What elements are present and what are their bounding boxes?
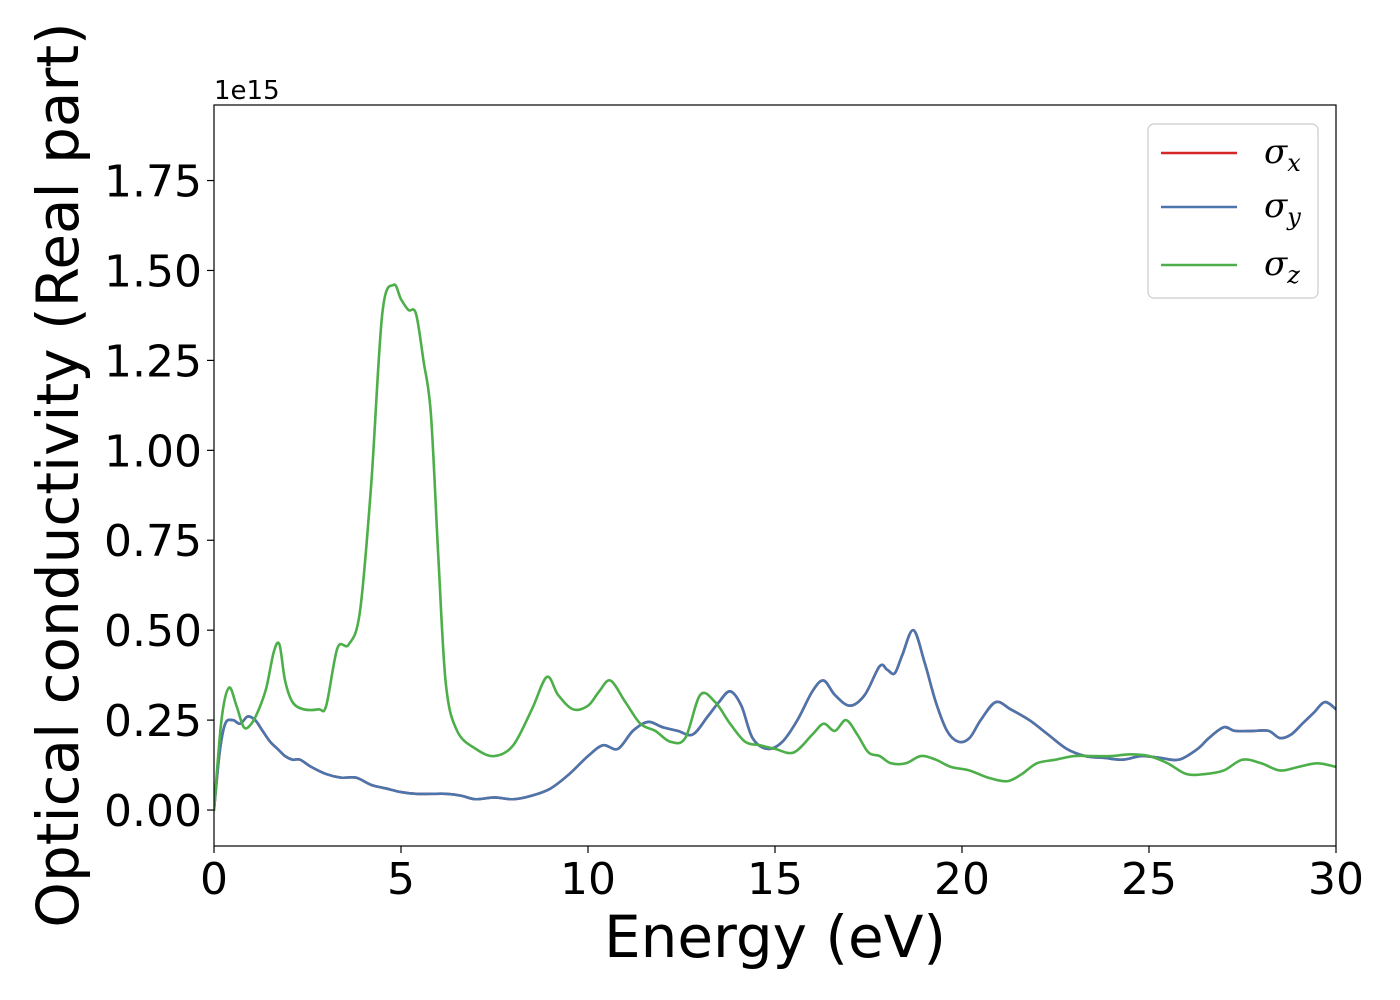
legend-label-symbol: σ bbox=[1264, 132, 1288, 172]
y-tick-label: 1.25 bbox=[104, 336, 202, 387]
legend-label-z: σz bbox=[1264, 244, 1300, 289]
x-tick-label: 30 bbox=[1308, 854, 1364, 905]
x-axis-title: Energy (eV) bbox=[604, 903, 946, 971]
x-axis: 0 5 10 15 20 25 30 bbox=[200, 846, 1364, 905]
x-tick-label: 5 bbox=[387, 854, 415, 905]
legend-label-y: σy bbox=[1264, 186, 1301, 231]
y-axis: 0.00 0.25 0.50 0.75 1.00 1.25 1.50 1.75 bbox=[104, 157, 214, 837]
legend-label-subscript: x bbox=[1287, 149, 1301, 177]
y-tick-label: 0.00 bbox=[104, 786, 202, 837]
y-tick-label: 1.00 bbox=[104, 426, 202, 477]
legend-label-symbol: σ bbox=[1264, 244, 1288, 284]
x-tick-label: 0 bbox=[200, 854, 228, 905]
legend-label-subscript: z bbox=[1286, 261, 1300, 289]
legend-label-subscript: y bbox=[1286, 203, 1301, 231]
legend-label-symbol: σ bbox=[1264, 186, 1288, 226]
series-layer bbox=[214, 283, 1336, 812]
y-tick-label: 0.75 bbox=[104, 516, 202, 567]
x-tick-label: 25 bbox=[1121, 854, 1177, 905]
legend-label-x: σx bbox=[1264, 132, 1301, 177]
y-axis-title: Optical conductivity (Real part) bbox=[24, 22, 92, 927]
x-tick-label: 15 bbox=[747, 854, 803, 905]
x-tick-label: 10 bbox=[560, 854, 616, 905]
y-tick-label: 1.75 bbox=[104, 157, 202, 208]
series-line-z bbox=[214, 283, 1336, 812]
x-tick-label: 20 bbox=[934, 854, 990, 905]
y-tick-label: 1.50 bbox=[104, 246, 202, 297]
legend-box bbox=[1147, 123, 1319, 299]
y-tick-label: 0.25 bbox=[104, 696, 202, 747]
y-tick-label: 0.50 bbox=[104, 606, 202, 657]
y-offset-label: 1e15 bbox=[214, 76, 280, 106]
